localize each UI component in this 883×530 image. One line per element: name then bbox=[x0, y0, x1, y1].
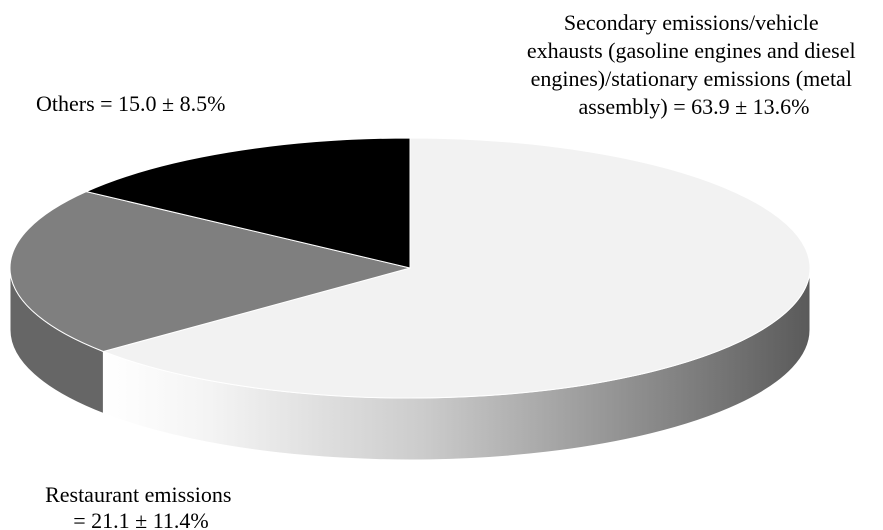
slice-label-others-line-1: Others = 15.0 ± 8.5% bbox=[36, 91, 225, 116]
pie-top-faces bbox=[9, 137, 811, 399]
pie-slice-others bbox=[84, 137, 411, 269]
slice-label-restaurant-line-1: Restaurant emissions bbox=[45, 482, 231, 507]
slice-label-restaurant-emissions: Restaurant emissions = 21.1 ± 11.4% bbox=[45, 482, 237, 530]
slice-label-others: Others = 15.0 ± 8.5% bbox=[36, 91, 225, 116]
slice-label-restaurant-line-2: = 21.1 ± 11.4% bbox=[73, 508, 209, 530]
pie-slice-secondary-emissions bbox=[101, 137, 811, 399]
slice-label-secondary-line-1: Secondary emissions/vehicle bbox=[564, 10, 819, 35]
slice-label-secondary-line-4: assembly) = 63.9 ± 13.6% bbox=[578, 94, 809, 119]
pie-slice-restaurant-emissions bbox=[9, 191, 411, 353]
slice-label-secondary-line-2: exhausts (gasoline engines and diesel bbox=[527, 38, 856, 63]
slice-label-secondary-emissions: Secondary emissions/vehicle exhausts (ga… bbox=[527, 10, 861, 119]
slice-label-secondary-line-3: engines)/stationary emissions (metal bbox=[531, 66, 852, 91]
